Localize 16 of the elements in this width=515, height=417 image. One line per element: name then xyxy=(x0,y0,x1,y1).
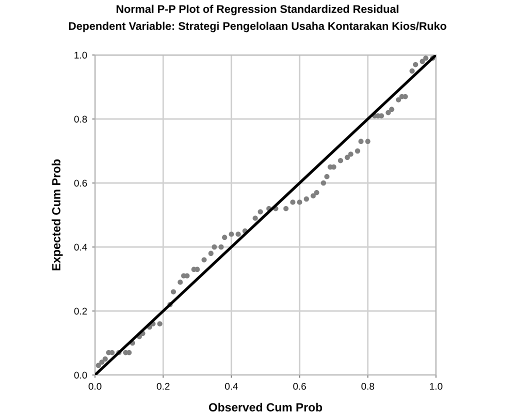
x-tick-label: 0.2 xyxy=(156,382,170,390)
x-tick-label: 0.6 xyxy=(293,382,306,390)
chart-subtitle: Dependent Variable: Strategi Pengelolaan Usaha Kontarakan Kios/Ruko xyxy=(69,22,446,32)
y-tick-label: 0.6 xyxy=(74,180,87,187)
x-tick-label: 0.8 xyxy=(361,382,374,390)
x-axis-title: Observed Cum Prob xyxy=(208,402,322,412)
x-tick-label: 0.0 xyxy=(88,382,102,390)
y-tick-label: 1.0 xyxy=(74,52,87,59)
y-tick-label: 0.0 xyxy=(74,372,87,379)
x-tick-label: 0.4 xyxy=(225,382,238,390)
y-tick-label: 0.4 xyxy=(74,244,88,251)
x-tick-label: 1.0 xyxy=(430,382,442,390)
y-tick-label: 0.2 xyxy=(74,308,87,315)
y-axis-title: Expected Cum Prob xyxy=(52,159,63,270)
chart-title: Normal P-P Plot of Regression Standardized Residual xyxy=(116,4,398,16)
y-tick-label: 0.8 xyxy=(74,116,87,123)
